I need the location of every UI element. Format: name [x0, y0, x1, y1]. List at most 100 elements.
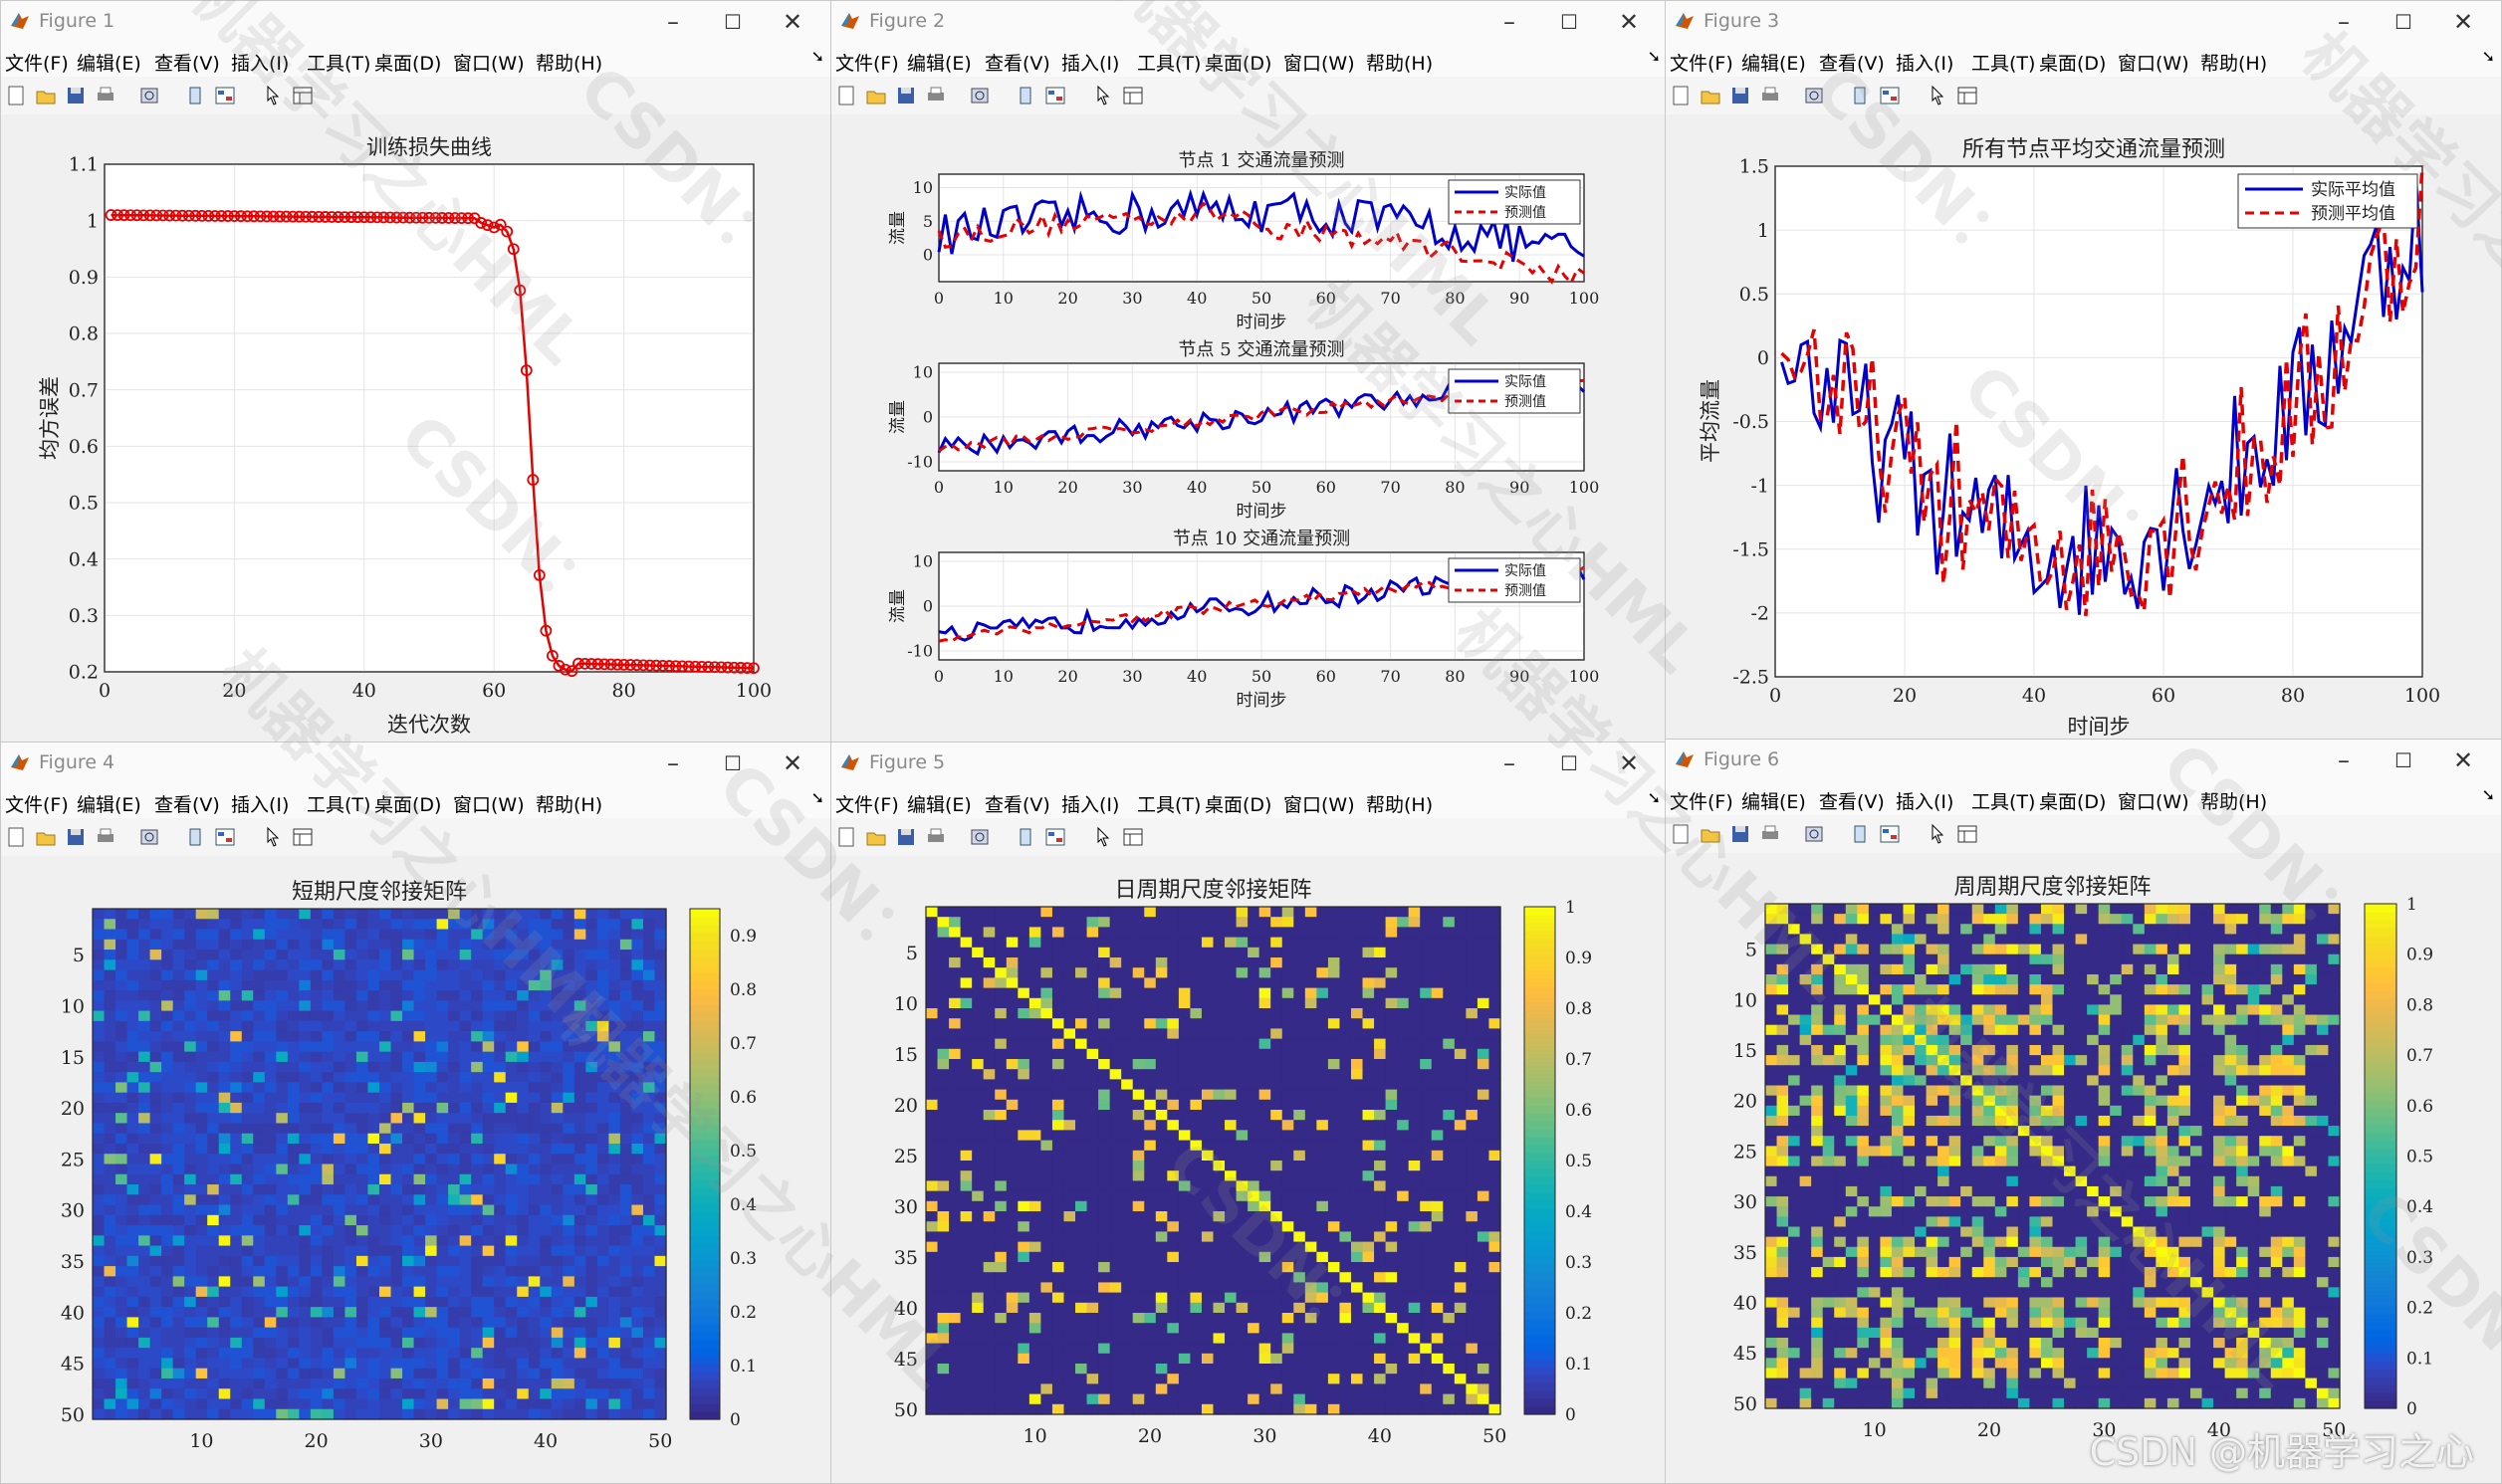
menu-item-6[interactable]: 窗口(W) — [1283, 53, 1355, 75]
property-inspector-icon[interactable] — [292, 85, 314, 106]
minimize-button[interactable]: – — [667, 8, 679, 36]
property-inspector-icon[interactable] — [292, 826, 314, 848]
menu-item-5[interactable]: 桌面(D) — [1205, 53, 1272, 75]
new-file-icon[interactable] — [5, 826, 27, 848]
menu-item-7[interactable]: 帮助(H) — [536, 53, 603, 75]
title-bar[interactable]: Figure 2 – ☐ ✕ — [831, 1, 1667, 43]
print-icon[interactable] — [95, 85, 116, 106]
close-button[interactable]: ✕ — [782, 749, 803, 777]
figure-icon[interactable] — [1015, 826, 1036, 848]
menu-item-4[interactable]: 工具(T) — [307, 794, 371, 816]
menu-item-7[interactable]: 帮助(H) — [1366, 794, 1434, 816]
menu-item-7[interactable]: 帮助(H) — [1366, 53, 1434, 75]
maximize-button[interactable]: ☐ — [724, 10, 742, 34]
save-icon[interactable] — [65, 85, 87, 106]
menu-item-6[interactable]: 窗口(W) — [1283, 794, 1355, 816]
menu-item-0[interactable]: 文件(F) — [5, 794, 69, 816]
print-preview-icon[interactable] — [1803, 85, 1825, 106]
menu-item-0[interactable]: 文件(F) — [5, 53, 69, 75]
menu-item-1[interactable]: 编辑(E) — [77, 53, 141, 75]
plot-browser-icon[interactable] — [214, 85, 236, 106]
menu-item-2[interactable]: 查看(V) — [154, 794, 220, 816]
close-button[interactable]: ✕ — [1618, 8, 1640, 36]
menu-item-0[interactable]: 文件(F) — [835, 794, 899, 816]
edit-pointer-icon[interactable] — [262, 826, 284, 848]
menu-item-5[interactable]: 桌面(D) — [374, 794, 442, 816]
print-preview-icon[interactable] — [969, 826, 991, 848]
figure-icon[interactable] — [1849, 85, 1871, 106]
menu-item-6[interactable]: 窗口(W) — [2118, 53, 2189, 75]
title-bar[interactable]: Figure 4 – ☐ ✕ — [1, 742, 830, 784]
new-file-icon[interactable] — [1670, 85, 1692, 106]
menu-item-3[interactable]: 插入(I) — [1061, 53, 1120, 75]
save-icon[interactable] — [895, 85, 917, 106]
new-file-icon[interactable] — [835, 85, 857, 106]
menu-item-2[interactable]: 查看(V) — [985, 794, 1050, 816]
print-icon[interactable] — [1759, 85, 1781, 106]
menu-item-1[interactable]: 编辑(E) — [1741, 53, 1806, 75]
open-folder-icon[interactable] — [865, 85, 887, 106]
figure-window-1[interactable]: Figure 1 – ☐ ✕ 文件(F) 编辑(E) 查看(V) 插入(I) 工具(T) 桌… — [0, 0, 831, 744]
new-file-icon[interactable] — [5, 85, 27, 106]
menu-item-0[interactable]: 文件(F) — [835, 53, 899, 75]
menu-item-4[interactable]: 工具(T) — [1971, 53, 2036, 75]
property-inspector-icon[interactable] — [1122, 85, 1144, 106]
print-icon[interactable] — [925, 85, 947, 106]
figure-icon[interactable] — [184, 85, 206, 106]
menu-item-1[interactable]: 编辑(E) — [907, 794, 972, 816]
menu-item-4[interactable]: 工具(T) — [1137, 53, 1202, 75]
save-icon[interactable] — [895, 826, 917, 848]
open-folder-icon[interactable] — [865, 826, 887, 848]
menu-overflow-icon[interactable]: ➘ — [1647, 47, 1661, 66]
menu-overflow-icon[interactable]: ➘ — [810, 47, 824, 66]
menu-item-1[interactable]: 编辑(E) — [907, 53, 972, 75]
close-button[interactable]: ✕ — [2452, 8, 2474, 36]
close-button[interactable]: ✕ — [782, 8, 803, 36]
minimize-button[interactable]: – — [1503, 8, 1515, 36]
minimize-button[interactable]: – — [667, 749, 679, 777]
edit-pointer-icon[interactable] — [262, 85, 284, 106]
menu-item-2[interactable]: 查看(V) — [154, 53, 220, 75]
menu-item-6[interactable]: 窗口(W) — [453, 53, 525, 75]
print-icon[interactable] — [95, 826, 116, 848]
menu-item-2[interactable]: 查看(V) — [1819, 53, 1885, 75]
close-button[interactable]: ✕ — [1618, 749, 1640, 777]
menu-item-3[interactable]: 插入(I) — [231, 794, 290, 816]
open-folder-icon[interactable] — [35, 826, 57, 848]
open-folder-icon[interactable] — [1700, 85, 1721, 106]
figure-window-5[interactable]: Figure 5 – ☐ ✕ 文件(F) 编辑(E) 查看(V) 插入(I) 工具(T) 桌… — [830, 742, 1668, 1484]
menu-item-2[interactable]: 查看(V) — [985, 53, 1050, 75]
menu-item-4[interactable]: 工具(T) — [1137, 794, 1202, 816]
plot-browser-icon[interactable] — [1044, 85, 1066, 106]
print-preview-icon[interactable] — [138, 85, 160, 106]
figure-icon[interactable] — [1015, 85, 1036, 106]
menu-item-7[interactable]: 帮助(H) — [2200, 53, 2268, 75]
print-icon[interactable] — [925, 826, 947, 848]
new-file-icon[interactable] — [835, 826, 857, 848]
edit-pointer-icon[interactable] — [1092, 826, 1114, 848]
plot-browser-icon[interactable] — [1879, 85, 1901, 106]
title-bar[interactable]: Figure 3 – ☐ ✕ — [1666, 1, 2501, 43]
edit-pointer-icon[interactable] — [1927, 85, 1948, 106]
menu-item-1[interactable]: 编辑(E) — [77, 794, 141, 816]
figure-icon[interactable] — [184, 826, 206, 848]
menu-item-3[interactable]: 插入(I) — [231, 53, 290, 75]
title-bar[interactable]: Figure 1 – ☐ ✕ — [1, 1, 830, 43]
property-inspector-icon[interactable] — [1122, 826, 1144, 848]
menu-item-5[interactable]: 桌面(D) — [1205, 794, 1272, 816]
menu-item-4[interactable]: 工具(T) — [307, 53, 371, 75]
maximize-button[interactable]: ☐ — [1560, 10, 1578, 34]
figure-window-2[interactable]: Figure 2 – ☐ ✕ 文件(F) 编辑(E) 查看(V) 插入(I) 工具(T) 桌… — [830, 0, 1668, 744]
menu-item-5[interactable]: 桌面(D) — [2039, 53, 2107, 75]
maximize-button[interactable]: ☐ — [1560, 751, 1578, 775]
print-preview-icon[interactable] — [138, 826, 160, 848]
menu-item-5[interactable]: 桌面(D) — [374, 53, 442, 75]
plot-browser-icon[interactable] — [1044, 826, 1066, 848]
minimize-button[interactable]: – — [1503, 749, 1515, 777]
property-inspector-icon[interactable] — [1956, 85, 1978, 106]
figure-window-4[interactable]: Figure 4 – ☐ ✕ 文件(F) 编辑(E) 查看(V) 插入(I) 工具(T) 桌… — [0, 742, 831, 1484]
maximize-button[interactable]: ☐ — [724, 751, 742, 775]
save-icon[interactable] — [65, 826, 87, 848]
menu-overflow-icon[interactable]: ➘ — [1647, 788, 1661, 807]
edit-pointer-icon[interactable] — [1092, 85, 1114, 106]
